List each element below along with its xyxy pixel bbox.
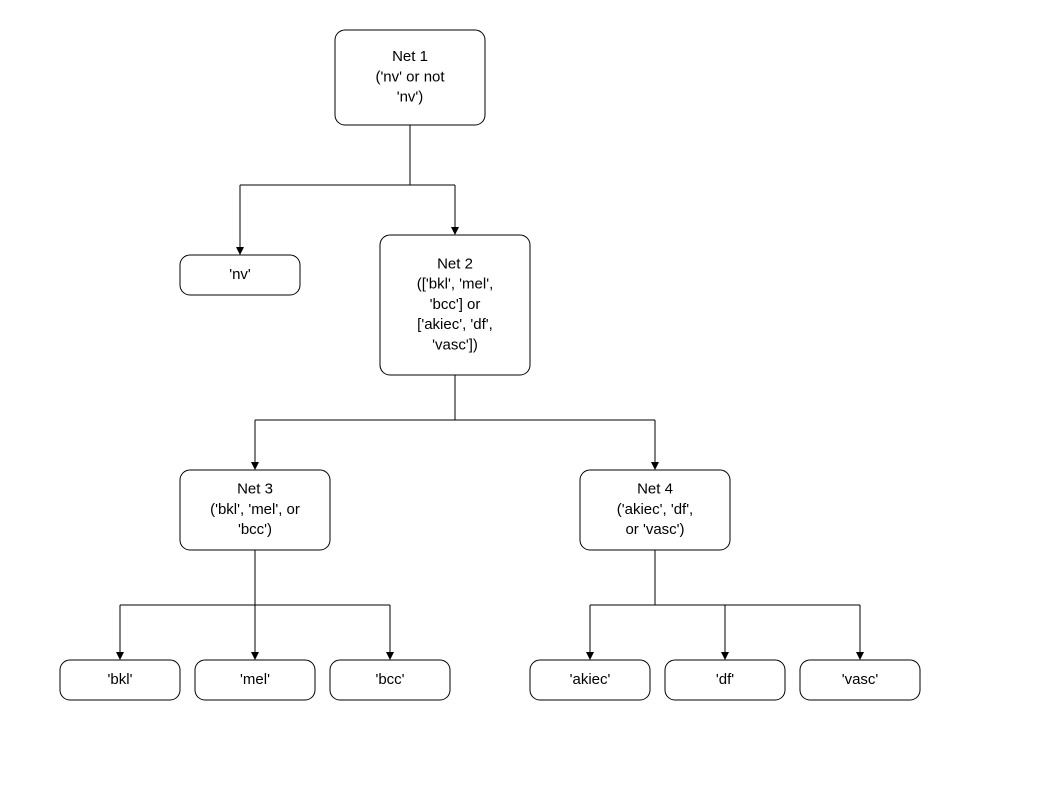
node-net1-label-line-1: ('nv' or not <box>375 68 445 85</box>
node-bkl: 'bkl' <box>60 660 180 700</box>
node-vasc: 'vasc' <box>800 660 920 700</box>
node-net1: Net 1 ('nv' or not 'nv') <box>335 30 485 125</box>
node-bcc: 'bcc' <box>330 660 450 700</box>
node-net3-label-line-0: Net 3 <box>237 481 273 498</box>
node-net1-label-line-0: Net 1 <box>392 48 428 65</box>
node-net2-label-line-4: 'vasc']) <box>432 336 478 353</box>
node-mel-label-line-0: 'mel' <box>240 671 270 688</box>
node-nv-label-line-0: 'nv' <box>229 266 251 283</box>
node-df-label-line-0: 'df' <box>716 671 734 688</box>
node-net2-label-line-1: (['bkl', 'mel', <box>417 276 493 293</box>
node-net2-label-line-3: ['akiec', 'df', <box>417 316 493 333</box>
tree-diagram: Net 1 ('nv' or not 'nv') 'nv' Net 2 (['bkl', … <box>0 0 1060 800</box>
node-net2: Net 2 (['bkl', 'mel', 'bcc'] or ['akiec', '… <box>380 235 530 375</box>
node-nv: 'nv' <box>180 255 300 295</box>
node-net4-label-line-2: or 'vasc') <box>625 521 684 538</box>
node-df: 'df' <box>665 660 785 700</box>
node-bkl-label-line-0: 'bkl' <box>108 671 133 688</box>
node-net1-label-line-2: 'nv') <box>397 89 424 106</box>
node-akiec: 'akiec' <box>530 660 650 700</box>
node-vasc-label-line-0: 'vasc' <box>842 671 879 688</box>
node-net2-label-line-0: Net 2 <box>437 255 473 272</box>
node-net3-label-line-2: 'bcc') <box>238 521 272 538</box>
node-mel: 'mel' <box>195 660 315 700</box>
node-net2-label-line-2: 'bcc'] or <box>430 296 481 313</box>
node-net4: Net 4 ('akiec', 'df', or 'vasc') <box>580 470 730 550</box>
node-net3-label-line-1: ('bkl', 'mel', or <box>210 501 300 518</box>
node-net3: Net 3 ('bkl', 'mel', or 'bcc') <box>180 470 330 550</box>
node-net4-label-line-1: ('akiec', 'df', <box>617 501 693 518</box>
node-net4-label-line-0: Net 4 <box>637 481 673 498</box>
node-akiec-label-line-0: 'akiec' <box>570 671 611 688</box>
node-bcc-label-line-0: 'bcc' <box>375 671 404 688</box>
